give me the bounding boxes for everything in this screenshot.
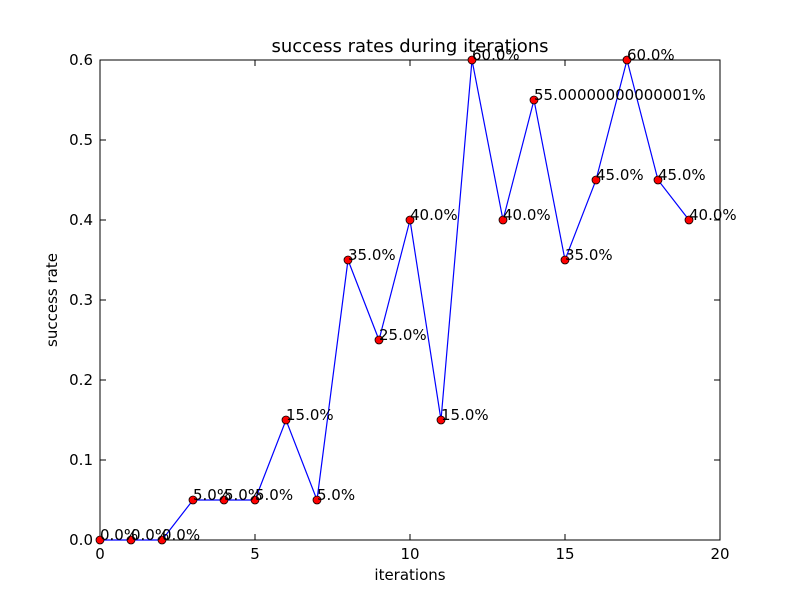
data-label: 40.0%	[689, 206, 737, 224]
data-point	[560, 255, 570, 265]
x-tick-label: 15	[555, 545, 574, 563]
data-point	[281, 415, 291, 425]
data-label: 40.0%	[410, 206, 458, 224]
data-point	[498, 215, 508, 225]
data-point	[405, 215, 415, 225]
data-label: 40.0%	[503, 206, 551, 224]
data-point	[529, 95, 539, 105]
data-label: 0.0%	[100, 526, 138, 544]
data-label: 5.0%	[193, 486, 231, 504]
data-point	[188, 495, 198, 505]
y-tick-label: 0.5	[69, 131, 93, 149]
series-line	[100, 57, 690, 541]
x-tick-label: 10	[400, 545, 419, 563]
data-label: 25.0%	[379, 326, 427, 344]
data-label: 15.0%	[441, 406, 489, 424]
x-axis-label: iterations	[374, 566, 445, 584]
data-point	[653, 175, 663, 185]
data-label: 5.0%	[255, 486, 293, 504]
x-tick-label: 20	[710, 545, 729, 563]
data-label: 60.0%	[472, 46, 520, 64]
data-point	[467, 55, 477, 65]
y-tick-label: 0.4	[69, 211, 93, 229]
data-label: 0.0%	[162, 526, 200, 544]
data-label: 5.0%	[224, 486, 262, 504]
data-point	[95, 535, 105, 545]
y-tick-label: 0.0	[69, 531, 93, 549]
data-point	[684, 215, 694, 225]
data-point	[343, 255, 353, 265]
x-tick-label: 0	[95, 545, 105, 563]
data-label: 5.0%	[317, 486, 355, 504]
y-tick-label: 0.6	[69, 51, 93, 69]
data-label: 0.0%	[131, 526, 169, 544]
data-point	[157, 535, 167, 545]
y-axis-label: success rate	[43, 253, 61, 347]
data-point	[436, 415, 446, 425]
data-label: 60.0%	[627, 46, 675, 64]
data-point	[126, 535, 136, 545]
data-label: 35.0%	[348, 246, 396, 264]
y-tick-label: 0.1	[69, 451, 93, 469]
plot-area: 0 5 10 15 200.00.10.20.30.40.50.60.0%0.0%0.0…	[69, 46, 737, 563]
data-label: 55.00000000000001%	[534, 86, 706, 104]
data-point	[219, 495, 229, 505]
data-point	[374, 335, 384, 345]
x-tick-label: 5	[250, 545, 260, 563]
data-point	[591, 175, 601, 185]
data-label: 35.0%	[565, 246, 613, 264]
y-tick-label: 0.3	[69, 291, 93, 309]
data-point	[250, 495, 260, 505]
chart-title: success rates during iterations	[271, 36, 548, 57]
data-point	[312, 495, 322, 505]
data-label: 15.0%	[286, 406, 334, 424]
y-tick-label: 0.2	[69, 371, 93, 389]
data-label: 45.0%	[596, 166, 644, 184]
data-label: 45.0%	[658, 166, 706, 184]
data-point	[622, 55, 632, 65]
